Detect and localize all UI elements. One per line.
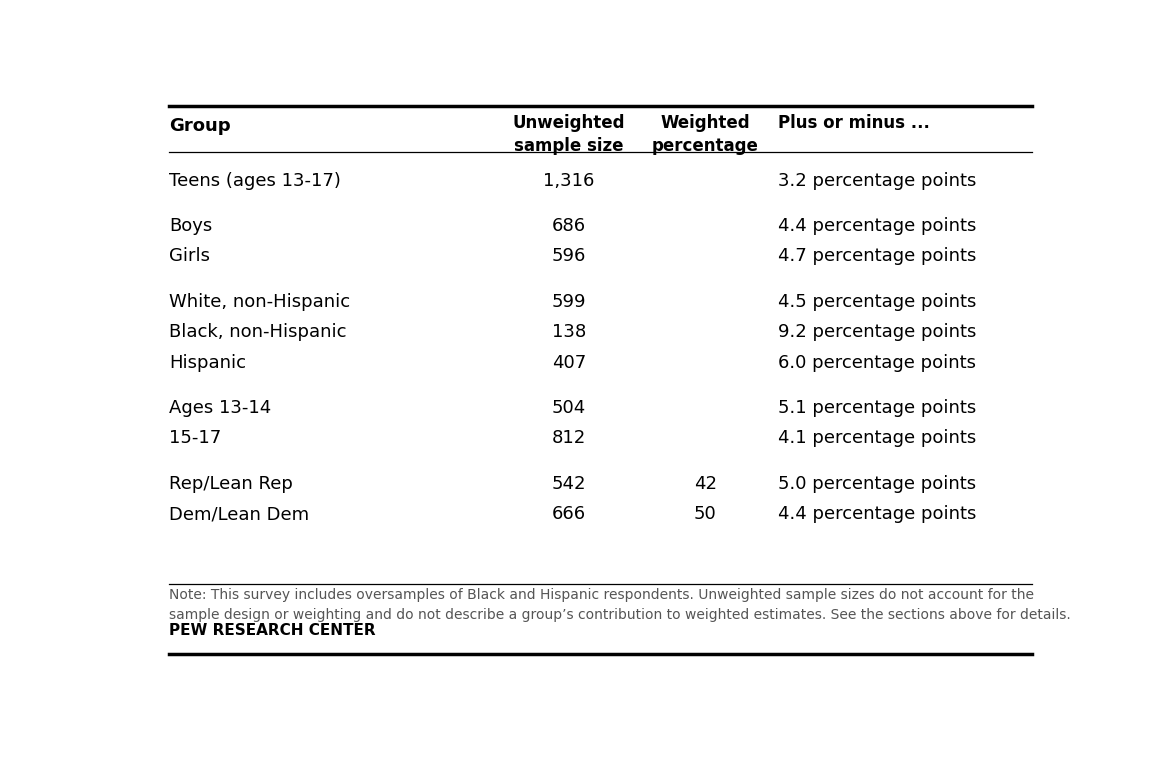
Text: 4.5 percentage points: 4.5 percentage points <box>778 293 976 311</box>
Text: Ages 13-14: Ages 13-14 <box>169 399 272 417</box>
Text: Weighted
percentage: Weighted percentage <box>652 114 758 155</box>
Text: 4.4 percentage points: 4.4 percentage points <box>778 506 976 523</box>
Text: 3.2 percentage points: 3.2 percentage points <box>778 171 976 190</box>
Text: 42: 42 <box>694 475 716 493</box>
Text: 138: 138 <box>552 323 586 341</box>
Text: 6.0 percentage points: 6.0 percentage points <box>778 354 976 371</box>
Text: 15-17: 15-17 <box>169 430 222 447</box>
Text: 666: 666 <box>552 506 586 523</box>
Text: 5.0 percentage points: 5.0 percentage points <box>778 475 976 493</box>
Text: Dem/Lean Dem: Dem/Lean Dem <box>169 506 309 523</box>
Text: White, non-Hispanic: White, non-Hispanic <box>169 293 350 311</box>
Text: 5.1 percentage points: 5.1 percentage points <box>778 399 976 417</box>
Text: 4.4 percentage points: 4.4 percentage points <box>778 217 976 235</box>
Text: Note: This survey includes oversamples of Black and Hispanic respondents. Unweig: Note: This survey includes oversamples o… <box>169 588 1071 622</box>
Text: 50: 50 <box>694 506 716 523</box>
Text: Group: Group <box>169 117 231 135</box>
Text: Teens (ages 13-17): Teens (ages 13-17) <box>169 171 341 190</box>
Text: 686: 686 <box>552 217 586 235</box>
Text: Black, non-Hispanic: Black, non-Hispanic <box>169 323 347 341</box>
Text: Girls: Girls <box>169 247 210 265</box>
Text: Rep/Lean Rep: Rep/Lean Rep <box>169 475 293 493</box>
Text: 812: 812 <box>552 430 586 447</box>
Text: Boys: Boys <box>169 217 212 235</box>
Text: PEW RESEARCH CENTER: PEW RESEARCH CENTER <box>169 623 376 638</box>
Text: Hispanic: Hispanic <box>169 354 246 371</box>
Text: 4.1 percentage points: 4.1 percentage points <box>778 430 976 447</box>
Text: 599: 599 <box>552 293 586 311</box>
Text: 504: 504 <box>552 399 586 417</box>
Text: 407: 407 <box>552 354 586 371</box>
Text: Plus or minus ...: Plus or minus ... <box>778 114 929 133</box>
Text: 596: 596 <box>552 247 586 265</box>
Text: 9.2 percentage points: 9.2 percentage points <box>778 323 976 341</box>
Text: 1,316: 1,316 <box>543 171 594 190</box>
Text: Unweighted
sample size: Unweighted sample size <box>512 114 625 155</box>
Text: 4.7 percentage points: 4.7 percentage points <box>778 247 976 265</box>
Text: 542: 542 <box>552 475 586 493</box>
